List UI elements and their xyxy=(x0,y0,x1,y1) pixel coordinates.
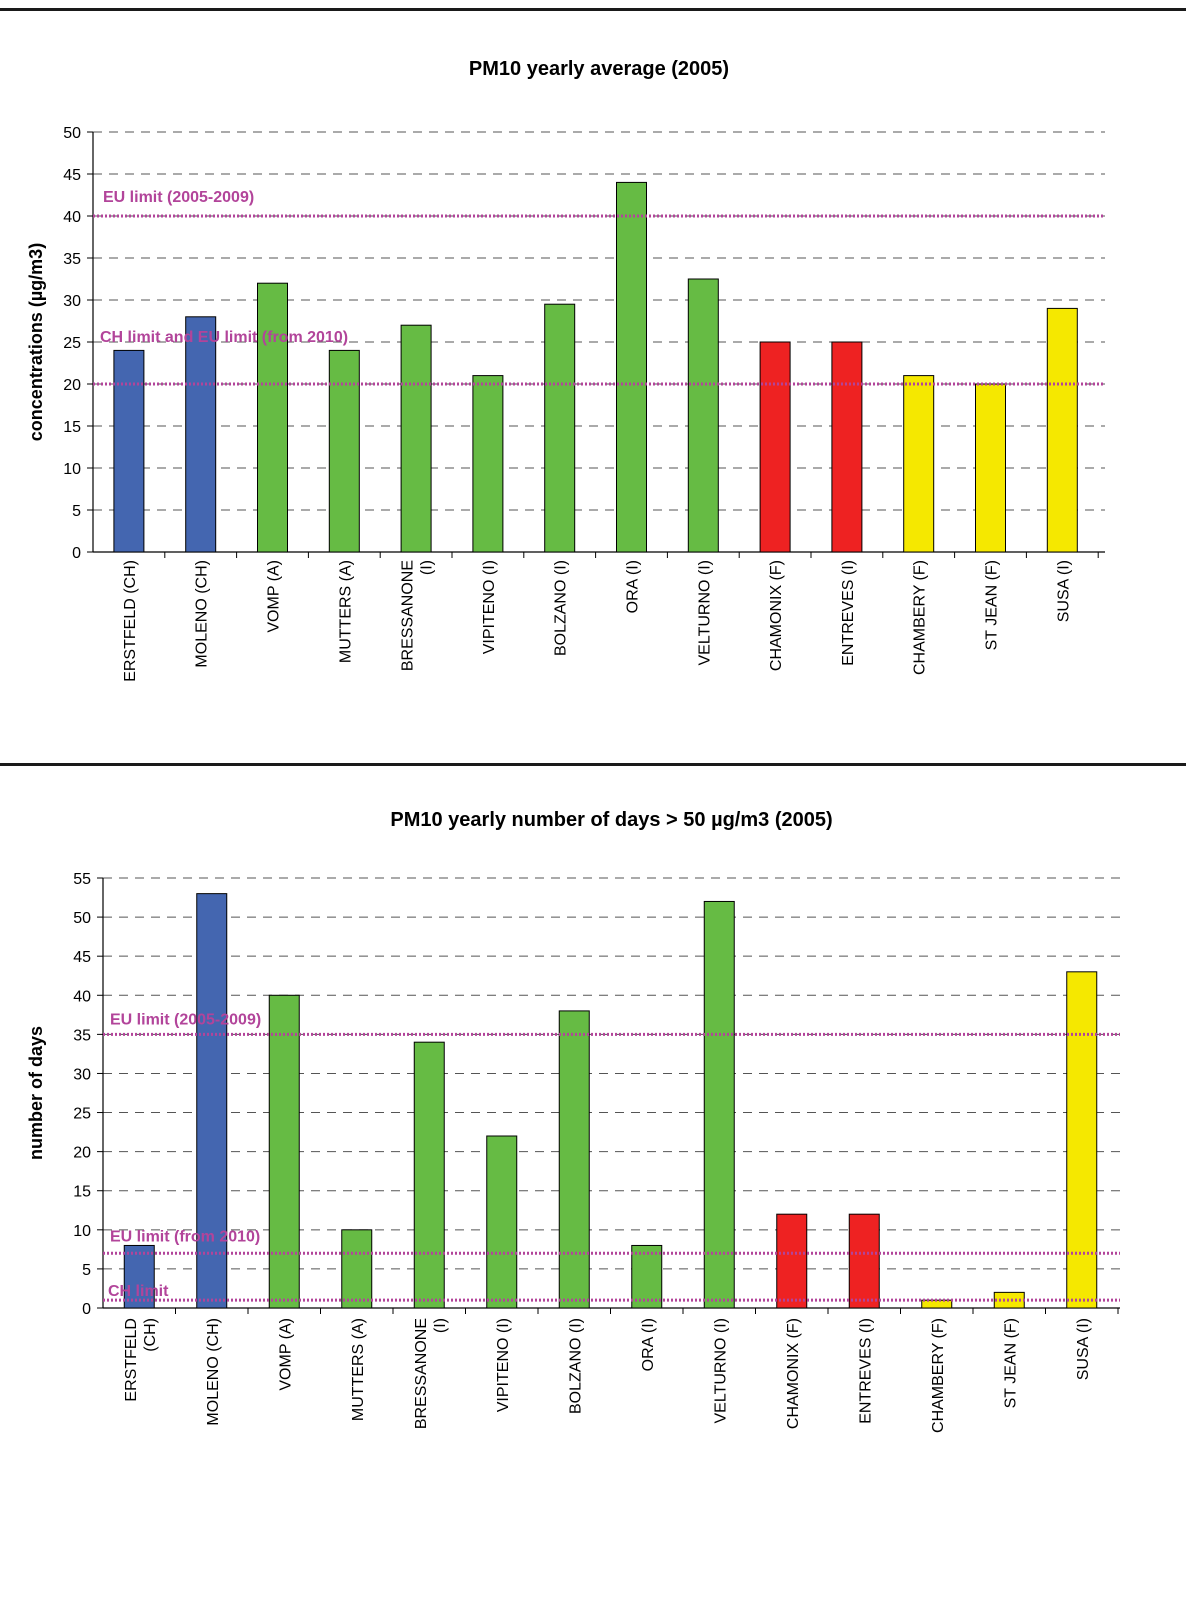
limit-label: CH limit and EU limit (from 2010) xyxy=(100,329,348,346)
bar xyxy=(113,349,145,553)
category-label: MOLENO (CH) xyxy=(205,1318,222,1426)
category-label: MUTTERS (A) xyxy=(350,1318,367,1421)
y-tick-label: 30 xyxy=(73,1066,91,1083)
bar xyxy=(776,1213,808,1309)
category-label: CHAMBERY (F) xyxy=(930,1318,947,1433)
bar xyxy=(123,1244,155,1309)
bar xyxy=(1066,971,1098,1309)
y-tick-label: 5 xyxy=(82,1262,91,1279)
category-label: ENTREVES (I) xyxy=(840,560,857,666)
y-tick-label: 25 xyxy=(63,335,81,352)
limit-label: CH limit xyxy=(108,1283,169,1300)
category-label: ENTREVES (I) xyxy=(857,1318,874,1424)
category-label: VIPITENO (I) xyxy=(481,560,498,654)
bar xyxy=(687,278,719,553)
y-tick-label: 0 xyxy=(82,1301,91,1318)
chart-panel-days-exceeded: PM10 yearly number of days > 50 µg/m3 (2… xyxy=(0,790,1186,1520)
limit-label: EU limit (from 2010) xyxy=(110,1228,260,1245)
y-axis-title: concentrations (µg/m3) xyxy=(26,243,46,441)
y-tick-label: 45 xyxy=(73,949,91,966)
y-tick-label: 45 xyxy=(63,167,81,184)
chart-panel-yearly-average: PM10 yearly average (2005) concentrations… xyxy=(0,40,1186,760)
bar xyxy=(703,900,735,1309)
middle-divider xyxy=(0,763,1186,766)
y-tick-label: 30 xyxy=(63,293,81,310)
category-label: (I) xyxy=(419,560,436,575)
y-tick-label: 5 xyxy=(72,503,81,520)
y-tick-label: 10 xyxy=(73,1223,91,1240)
category-label: SUSA (I) xyxy=(1075,1318,1092,1380)
bar xyxy=(341,1229,373,1309)
bar xyxy=(486,1135,518,1309)
category-label: ST JEAN (F) xyxy=(1002,1318,1019,1408)
category-label: BOLZANO (I) xyxy=(553,560,570,656)
y-tick-label: 50 xyxy=(63,125,81,142)
limit-label: EU limit (2005-2009) xyxy=(103,189,254,206)
bar xyxy=(400,324,432,553)
bar xyxy=(472,375,504,553)
category-label: ORA (I) xyxy=(625,560,642,613)
category-label: CHAMONIX (F) xyxy=(768,560,785,671)
category-label: VOMP (A) xyxy=(277,1318,294,1391)
category-label: VELTURNO (I) xyxy=(712,1318,729,1423)
category-label: CHAMONIX (F) xyxy=(785,1318,802,1429)
y-tick-label: 15 xyxy=(63,419,81,436)
y-tick-label: 20 xyxy=(73,1145,91,1162)
category-label: VELTURNO (I) xyxy=(696,560,713,665)
top-divider xyxy=(0,8,1186,11)
bar xyxy=(616,181,647,553)
bar xyxy=(544,303,576,553)
bar xyxy=(257,282,288,553)
category-label: (I) xyxy=(432,1318,449,1333)
bar xyxy=(631,1244,663,1309)
category-label: BOLZANO (I) xyxy=(567,1318,584,1414)
category-label: BRESSANONE xyxy=(413,1318,430,1429)
y-tick-label: 40 xyxy=(63,209,81,226)
category-label: ERSTFELD xyxy=(123,1318,140,1402)
bar xyxy=(185,316,217,553)
y-tick-label: 40 xyxy=(73,988,91,1005)
category-label: VIPITENO (I) xyxy=(495,1318,512,1412)
y-tick-label: 50 xyxy=(73,910,91,927)
bar xyxy=(413,1041,445,1309)
category-label: ERSTFELD (CH) xyxy=(122,560,139,682)
bar xyxy=(903,375,935,553)
y-tick-label: 0 xyxy=(72,545,81,562)
category-label: SUSA (I) xyxy=(1055,560,1072,622)
bar xyxy=(196,893,228,1309)
category-label: ORA (I) xyxy=(640,1318,657,1371)
y-tick-label: 20 xyxy=(63,377,81,394)
category-label: BRESSANONE xyxy=(400,560,417,671)
bar xyxy=(831,341,863,553)
bar xyxy=(759,341,791,553)
category-label: MUTTERS (A) xyxy=(337,560,354,663)
y-axis-title: number of days xyxy=(26,1026,46,1160)
limit-label: EU limit (2005-2009) xyxy=(110,1011,261,1028)
bar xyxy=(848,1213,880,1309)
y-tick-label: 35 xyxy=(63,251,81,268)
category-label: (CH) xyxy=(142,1318,159,1352)
bar xyxy=(268,994,300,1309)
bar xyxy=(1046,307,1078,553)
bar xyxy=(328,349,360,553)
category-label: CHAMBERY (F) xyxy=(912,560,929,675)
bar xyxy=(558,1010,590,1309)
y-tick-label: 35 xyxy=(73,1027,91,1044)
y-tick-label: 10 xyxy=(63,461,81,478)
chart-title: PM10 yearly average (2005) xyxy=(469,58,729,80)
y-tick-label: 25 xyxy=(73,1106,91,1123)
category-label: ST JEAN (F) xyxy=(984,560,1001,650)
chart-title: PM10 yearly number of days > 50 µg/m3 (2… xyxy=(390,809,832,831)
chart-days-exceeded: PM10 yearly number of days > 50 µg/m3 (2… xyxy=(26,809,1120,1433)
chart-yearly-average: PM10 yearly average (2005) concentrations… xyxy=(26,58,1105,682)
y-tick-label: 55 xyxy=(73,871,91,888)
y-tick-label: 15 xyxy=(73,1184,91,1201)
category-label: MOLENO (CH) xyxy=(194,560,211,668)
category-label: VOMP (A) xyxy=(266,560,283,633)
bar xyxy=(975,383,1006,553)
